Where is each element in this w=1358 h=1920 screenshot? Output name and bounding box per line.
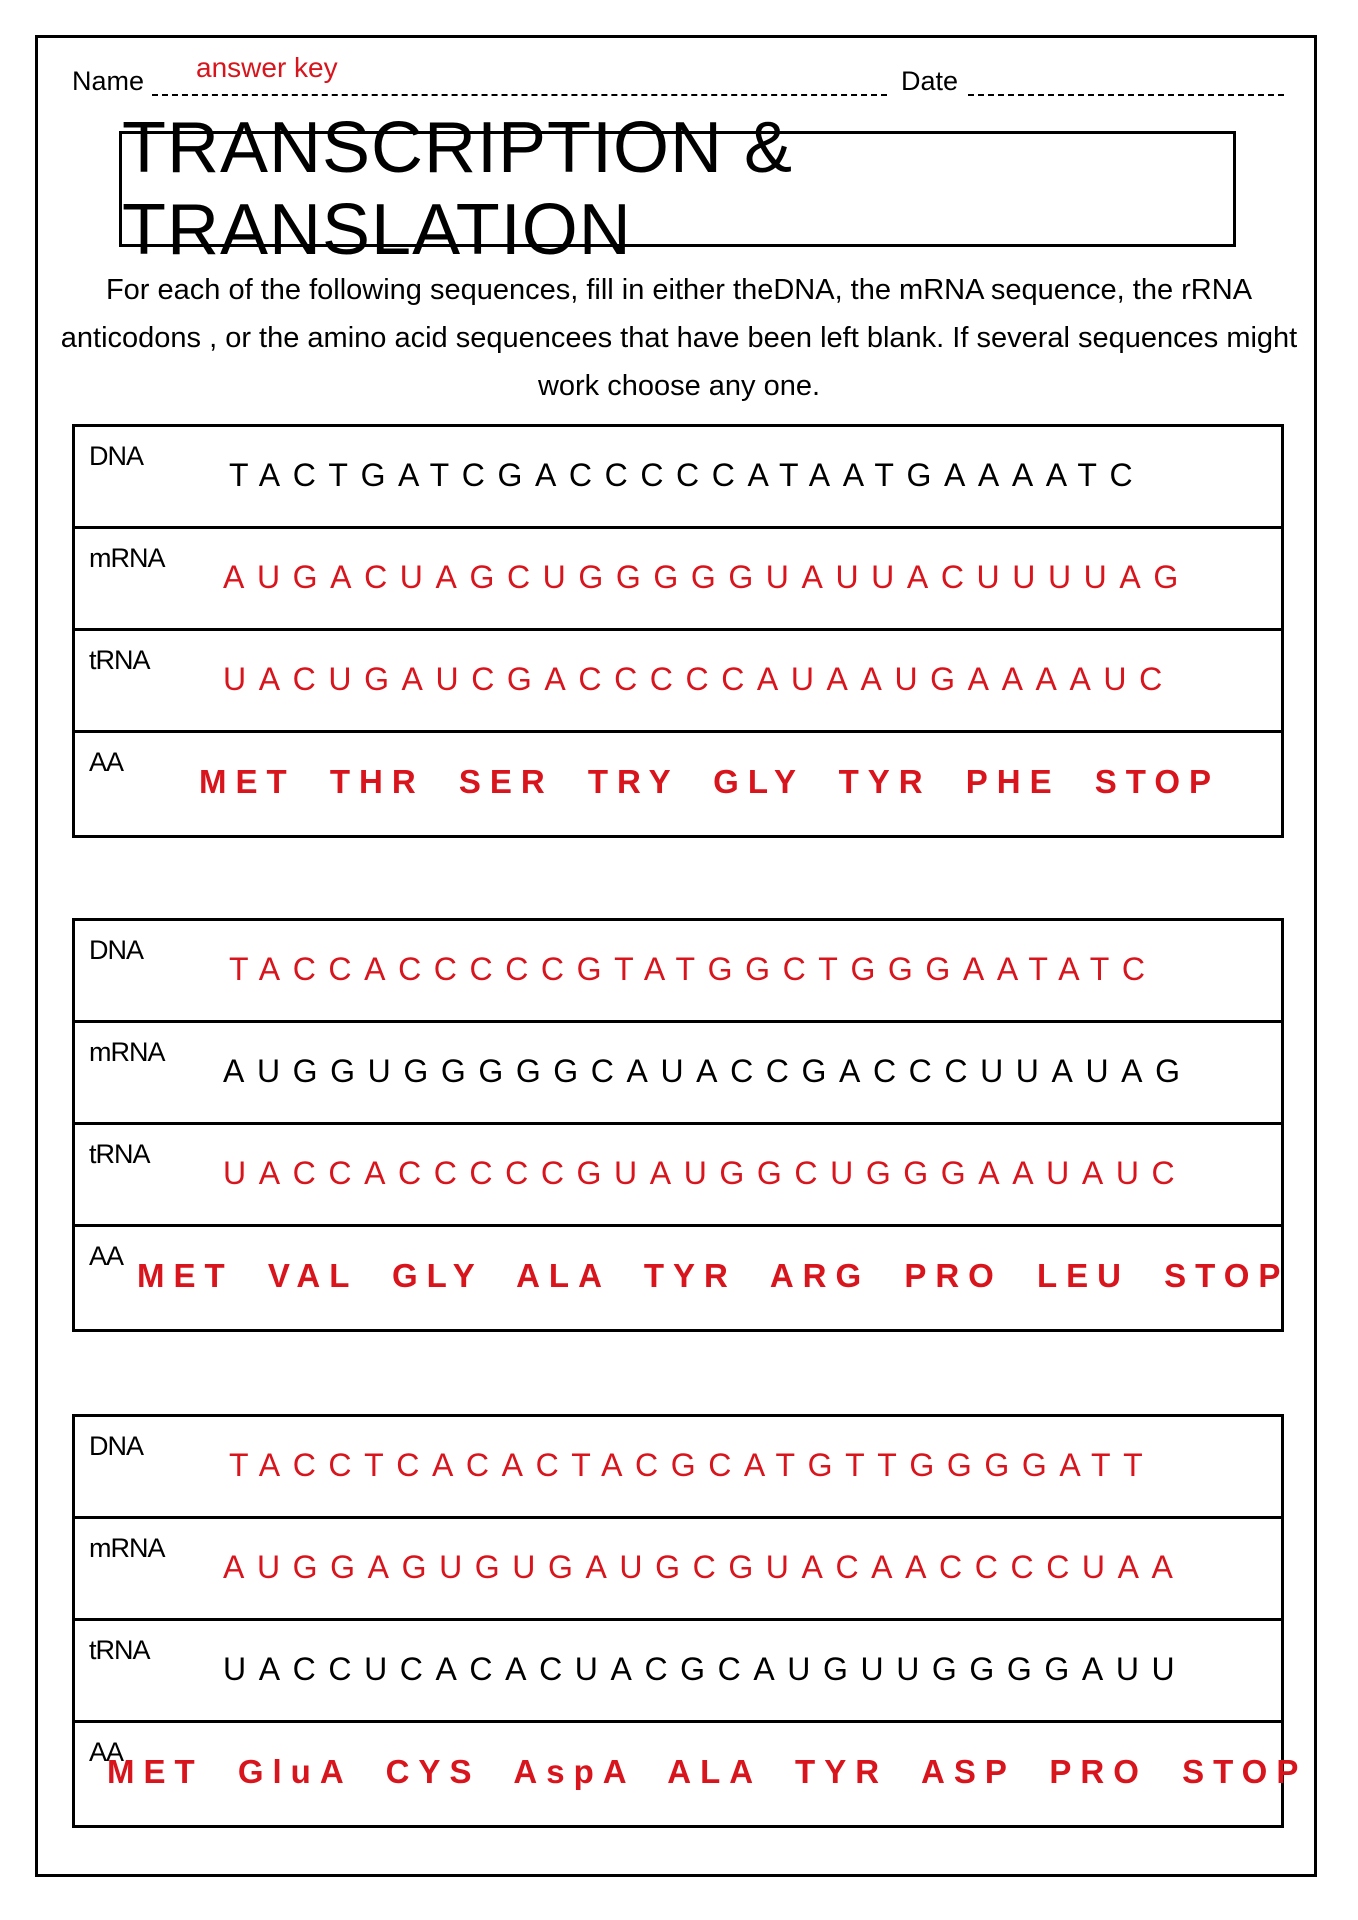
trna-label: tRNA — [89, 645, 151, 675]
trna-sequence: UACCUCACACUACGCAUGUUGGGGAUU — [223, 1651, 1188, 1687]
page-title: TRANSCRIPTION & TRANSLATION — [122, 108, 794, 270]
dna-row: DNA TACTGATCGACCCCCATAATGAAAATC — [75, 427, 1281, 529]
trna-label: tRNA — [89, 1139, 151, 1169]
mrna-row: mRNA AUGGUGGGGGCAUACCGACCCUUAUAG — [75, 1023, 1281, 1125]
date-label: Date — [901, 66, 959, 96]
aa-row: AA MET VAL GLY ALA TYR ARG PRO LEU STOP — [75, 1227, 1281, 1329]
trna-sequence: UACCACCCCCGUAUGGCUGGGAAUAUC — [223, 1155, 1188, 1191]
trna-label: tRNA — [89, 1635, 151, 1665]
trna-row: tRNA UACCACCCCCGUAUGGCUGGGAAUAUC — [75, 1125, 1281, 1227]
dna-row: DNA TACCTCACACTACGCATGTTGGGGATT — [75, 1417, 1281, 1519]
mrna-row: mRNA AUGGAGUGUGAUGCGUACAACCCCUAA — [75, 1519, 1281, 1621]
aa-label: AA — [89, 747, 124, 777]
dna-label: DNA — [89, 441, 144, 471]
aa-row: AA MET THR SER TRY GLY TYR PHE STOP — [75, 733, 1281, 835]
mrna-sequence: AUGGUGGGGGCAUACCGACCCUUAUAG — [223, 1053, 1193, 1089]
dna-sequence: TACCACCCCCGTATGGCTGGGAATATC — [229, 951, 1158, 987]
dna-sequence: TACTGATCGACCCCCATAATGAAAATC — [229, 457, 1146, 493]
sequence-table-2: DNA TACCACCCCCGTATGGCTGGGAATATC mRNA AUGGU… — [72, 918, 1284, 1332]
name-value: answer key — [196, 52, 338, 83]
mrna-label: mRNA — [89, 543, 165, 573]
page-border — [35, 35, 1317, 1877]
trna-row: tRNA UACUGAUCGACCCCCAUAAUGAAAAUC — [75, 631, 1281, 733]
amino-acid-sequence: MET VAL GLY ALA TYR ARG PRO LEU STOP — [137, 1257, 1290, 1294]
mrna-sequence: AUGACUAGCUGGGGGUAUUACUUUUAG — [223, 559, 1191, 595]
title-box: TRANSCRIPTION & TRANSLATION — [119, 108, 1236, 270]
amino-acid-sequence: MET THR SER TRY GLY TYR PHE STOP — [199, 763, 1221, 800]
dna-label: DNA — [89, 935, 144, 965]
mrna-label: mRNA — [89, 1533, 165, 1563]
mrna-label: mRNA — [89, 1037, 165, 1067]
dna-sequence: TACCTCACACTACGCATGTTGGGGATT — [229, 1447, 1156, 1483]
amino-acid-sequence: MET GluA CYS AspA ALA TYR ASP PRO STOP — [107, 1753, 1308, 1790]
aa-label: AA — [89, 1737, 124, 1767]
sequence-table-3: DNA TACCTCACACTACGCATGTTGGGGATT mRNA AUGGA… — [72, 1414, 1298, 1828]
name-line — [152, 94, 887, 96]
mrna-row: mRNA AUGACUAGCUGGGGGUAUUACUUUUAG — [75, 529, 1281, 631]
dna-label: DNA — [89, 1431, 144, 1461]
trna-sequence: UACUGAUCGACCCCCAUAAUGAAAAUC — [223, 661, 1175, 697]
aa-row: AA MET GluA CYS AspA ALA TYR ASP PRO STOP — [75, 1723, 1298, 1825]
sequence-table-1: DNA TACTGATCGACCCCCATAATGAAAATC mRNA AUGAC… — [72, 424, 1284, 838]
dna-row: DNA TACCACCCCCGTATGGCTGGGAATATC — [75, 921, 1281, 1023]
instructions: For each of the following sequences, fil… — [60, 274, 1298, 402]
date-line — [968, 94, 1284, 96]
aa-label: AA — [89, 1241, 124, 1271]
trna-row: tRNA UACCUCACACUACGCAUGUUGGGGAUU — [75, 1621, 1281, 1723]
name-label: Name — [72, 66, 145, 96]
mrna-sequence: AUGGAGUGUGAUGCGUACAACCCCUAA — [223, 1549, 1186, 1585]
